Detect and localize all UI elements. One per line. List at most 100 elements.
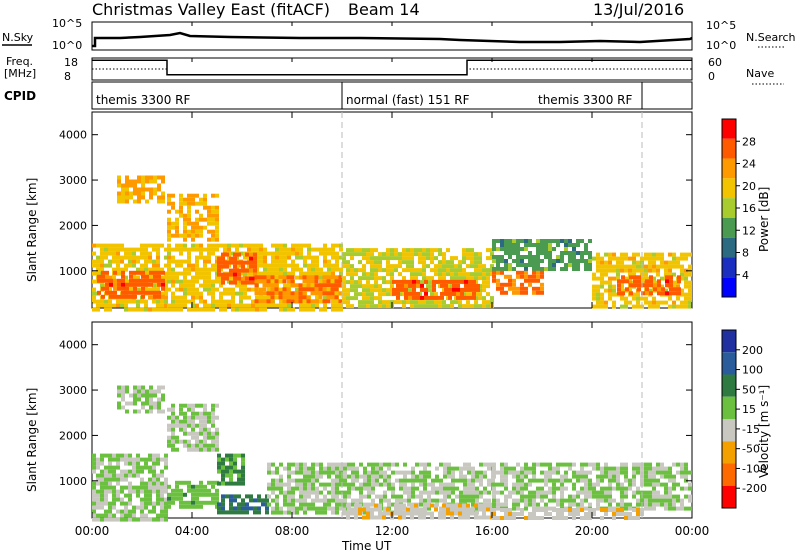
heatmap-cell: [458, 268, 462, 273]
heatmap-cell: [92, 505, 96, 510]
heatmap-cell: [472, 283, 476, 288]
heatmap-cell: [508, 470, 512, 475]
heatmap-cell: [233, 465, 237, 470]
heatmap-cell: [475, 506, 479, 511]
heatmap-cell: [319, 506, 323, 511]
heatmap-cell: [136, 473, 140, 478]
heatmap-cell: [664, 288, 668, 293]
heatmap-cell: [195, 423, 199, 428]
heatmap-cell: [211, 221, 215, 226]
heatmap-cell: [191, 496, 195, 501]
heatmap-cell: [125, 294, 129, 299]
heatmap-cell: [249, 264, 253, 269]
heatmap-cell: [101, 294, 105, 299]
heatmap-cell: [117, 191, 121, 196]
heatmap-cell: [366, 252, 370, 257]
heatmap-cell: [179, 263, 183, 268]
heatmap-cell: [211, 267, 215, 272]
heatmap-cell: [454, 507, 458, 512]
heatmap-cell: [492, 498, 496, 503]
heatmap-cell: [648, 490, 652, 495]
nsky-series: [92, 31, 693, 48]
heatmap-cell: [227, 247, 231, 252]
heatmap-cell: [307, 478, 311, 483]
heatmap-cell: [299, 494, 303, 499]
heatmap-cell: [552, 478, 556, 483]
heatmap-cell: [187, 423, 191, 428]
heatmap-cell: [386, 280, 390, 285]
heatmap-cell: [483, 462, 487, 467]
heatmap-cell: [299, 255, 303, 260]
heatmap-cell: [96, 263, 100, 268]
heatmap-cell: [116, 453, 120, 458]
heatmap-cell: [203, 431, 207, 436]
heatmap-cell: [680, 304, 684, 309]
heatmap-cell: [460, 291, 464, 296]
heatmap-cell: [486, 268, 490, 273]
heatmap-cell: [235, 247, 239, 252]
heatmap-cell: [121, 385, 125, 390]
heatmap-cell: [454, 256, 458, 261]
heatmap-cell: [568, 243, 572, 247]
heatmap-cell: [516, 512, 520, 516]
heatmap-cell: [478, 515, 482, 520]
heatmap-cell: [576, 512, 580, 516]
heatmap-cell: [422, 252, 426, 257]
heatmap-cell: [414, 272, 418, 277]
heatmap-cell: [183, 221, 187, 226]
heatmap-cell: [215, 193, 219, 198]
heatmap-cell: [363, 494, 367, 499]
heatmap-cell: [179, 403, 183, 408]
heatmap-cell: [125, 409, 129, 414]
heatmap-cell: [251, 303, 255, 308]
heatmap-cell: [245, 276, 249, 281]
heatmap-cell: [524, 286, 528, 291]
colorbar-swatch: [722, 138, 736, 159]
heatmap-cell: [391, 462, 395, 467]
heatmap-cell: [462, 515, 466, 520]
heatmap-cell: [648, 474, 652, 479]
heatmap-cell: [215, 303, 219, 308]
heatmap-cell: [179, 197, 183, 202]
heatmap-cell: [560, 498, 564, 503]
heatmap-cell: [455, 466, 459, 471]
heatmap-cell: [407, 470, 411, 475]
heatmap-cell: [295, 478, 299, 483]
heatmap-cell: [263, 255, 267, 260]
heatmap-cell: [524, 506, 528, 511]
heatmap-cell: [133, 393, 137, 398]
heatmap-cell: [314, 291, 319, 296]
heatmap-cell: [504, 494, 508, 499]
heatmap-cell: [420, 283, 424, 288]
heatmap-cell: [241, 498, 245, 503]
heatmap-cell: [359, 490, 363, 495]
heatmap-cell: [448, 279, 452, 284]
heatmap-cell: [195, 263, 199, 268]
colorbar-tick-label: -15: [742, 423, 760, 436]
heatmap-cell: [299, 490, 303, 495]
heatmap-cell: [275, 486, 279, 491]
heatmap-cell: [217, 510, 221, 515]
heatmap-cell: [221, 473, 225, 478]
heatmap-cell: [183, 403, 187, 408]
heatmap-cell: [237, 506, 241, 511]
heatmap-cell: [223, 291, 227, 296]
heatmap-cell: [640, 478, 644, 483]
heatmap-cell: [199, 217, 203, 222]
heatmap-cell: [171, 427, 175, 432]
heatmap-cell: [229, 272, 233, 277]
heatmap-cell: [408, 291, 412, 296]
heatmap-cell: [367, 490, 371, 495]
x-tick-label: 04:00: [175, 524, 210, 538]
heatmap-cell: [436, 279, 440, 284]
heatmap-cell: [508, 267, 512, 271]
heatmap-cell: [283, 243, 287, 248]
heatmap-cell: [175, 307, 179, 312]
heatmap-cell: [116, 267, 120, 272]
heatmap-cell: [612, 508, 616, 512]
heatmap-cell: [275, 247, 279, 252]
heatmap-cell: [486, 300, 490, 305]
heatmap-cell: [263, 267, 267, 272]
heatmap-cell: [164, 271, 168, 276]
heatmap-cell: [596, 288, 600, 293]
